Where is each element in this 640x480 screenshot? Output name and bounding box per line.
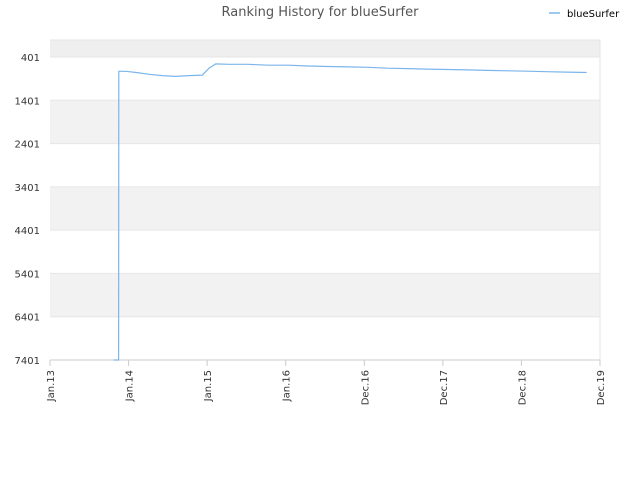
y-tick-label: 401	[21, 53, 40, 64]
x-tick-label: Dec.16	[360, 370, 371, 405]
plot-band	[50, 40, 600, 57]
y-tick-label: 6401	[15, 313, 40, 324]
plot-band	[50, 273, 600, 317]
y-tick-label: 4401	[15, 226, 40, 237]
x-axis-ticks	[49, 360, 601, 366]
plot-band	[50, 186, 600, 231]
chart-title: Ranking History for blueSurfer	[222, 5, 420, 20]
x-tick-label: Dec.17	[439, 370, 450, 405]
y-axis-labels: 401 1401 2401 3401 4401 5401 6401 7401	[15, 53, 40, 367]
legend[interactable]: blueSurfer	[549, 9, 620, 20]
y-tick-label: 2401	[15, 140, 40, 151]
plot-band	[50, 100, 600, 144]
y-tick-label: 5401	[15, 269, 40, 280]
y-tick-label: 1401	[15, 96, 40, 107]
y-tick-label: 7401	[15, 356, 40, 367]
plot-bands	[50, 40, 600, 317]
x-tick-label: Jan.15	[203, 370, 214, 402]
x-tick-label: Jan.13	[46, 370, 57, 402]
x-tick-label: Dec.18	[517, 370, 528, 405]
x-tick-label: Jan.16	[282, 370, 293, 402]
series-line-blueSurfer[interactable]	[113, 63, 587, 361]
x-tick-label: Dec.19	[596, 370, 607, 405]
legend-label: blueSurfer	[567, 9, 620, 20]
y-tick-label: 3401	[15, 183, 40, 194]
x-tick-label: Jan.14	[125, 370, 136, 402]
x-axis-labels: Jan.13 Jan.14 Jan.15 Jan.16 Dec.16 Dec.17 Dec.…	[46, 370, 607, 405]
